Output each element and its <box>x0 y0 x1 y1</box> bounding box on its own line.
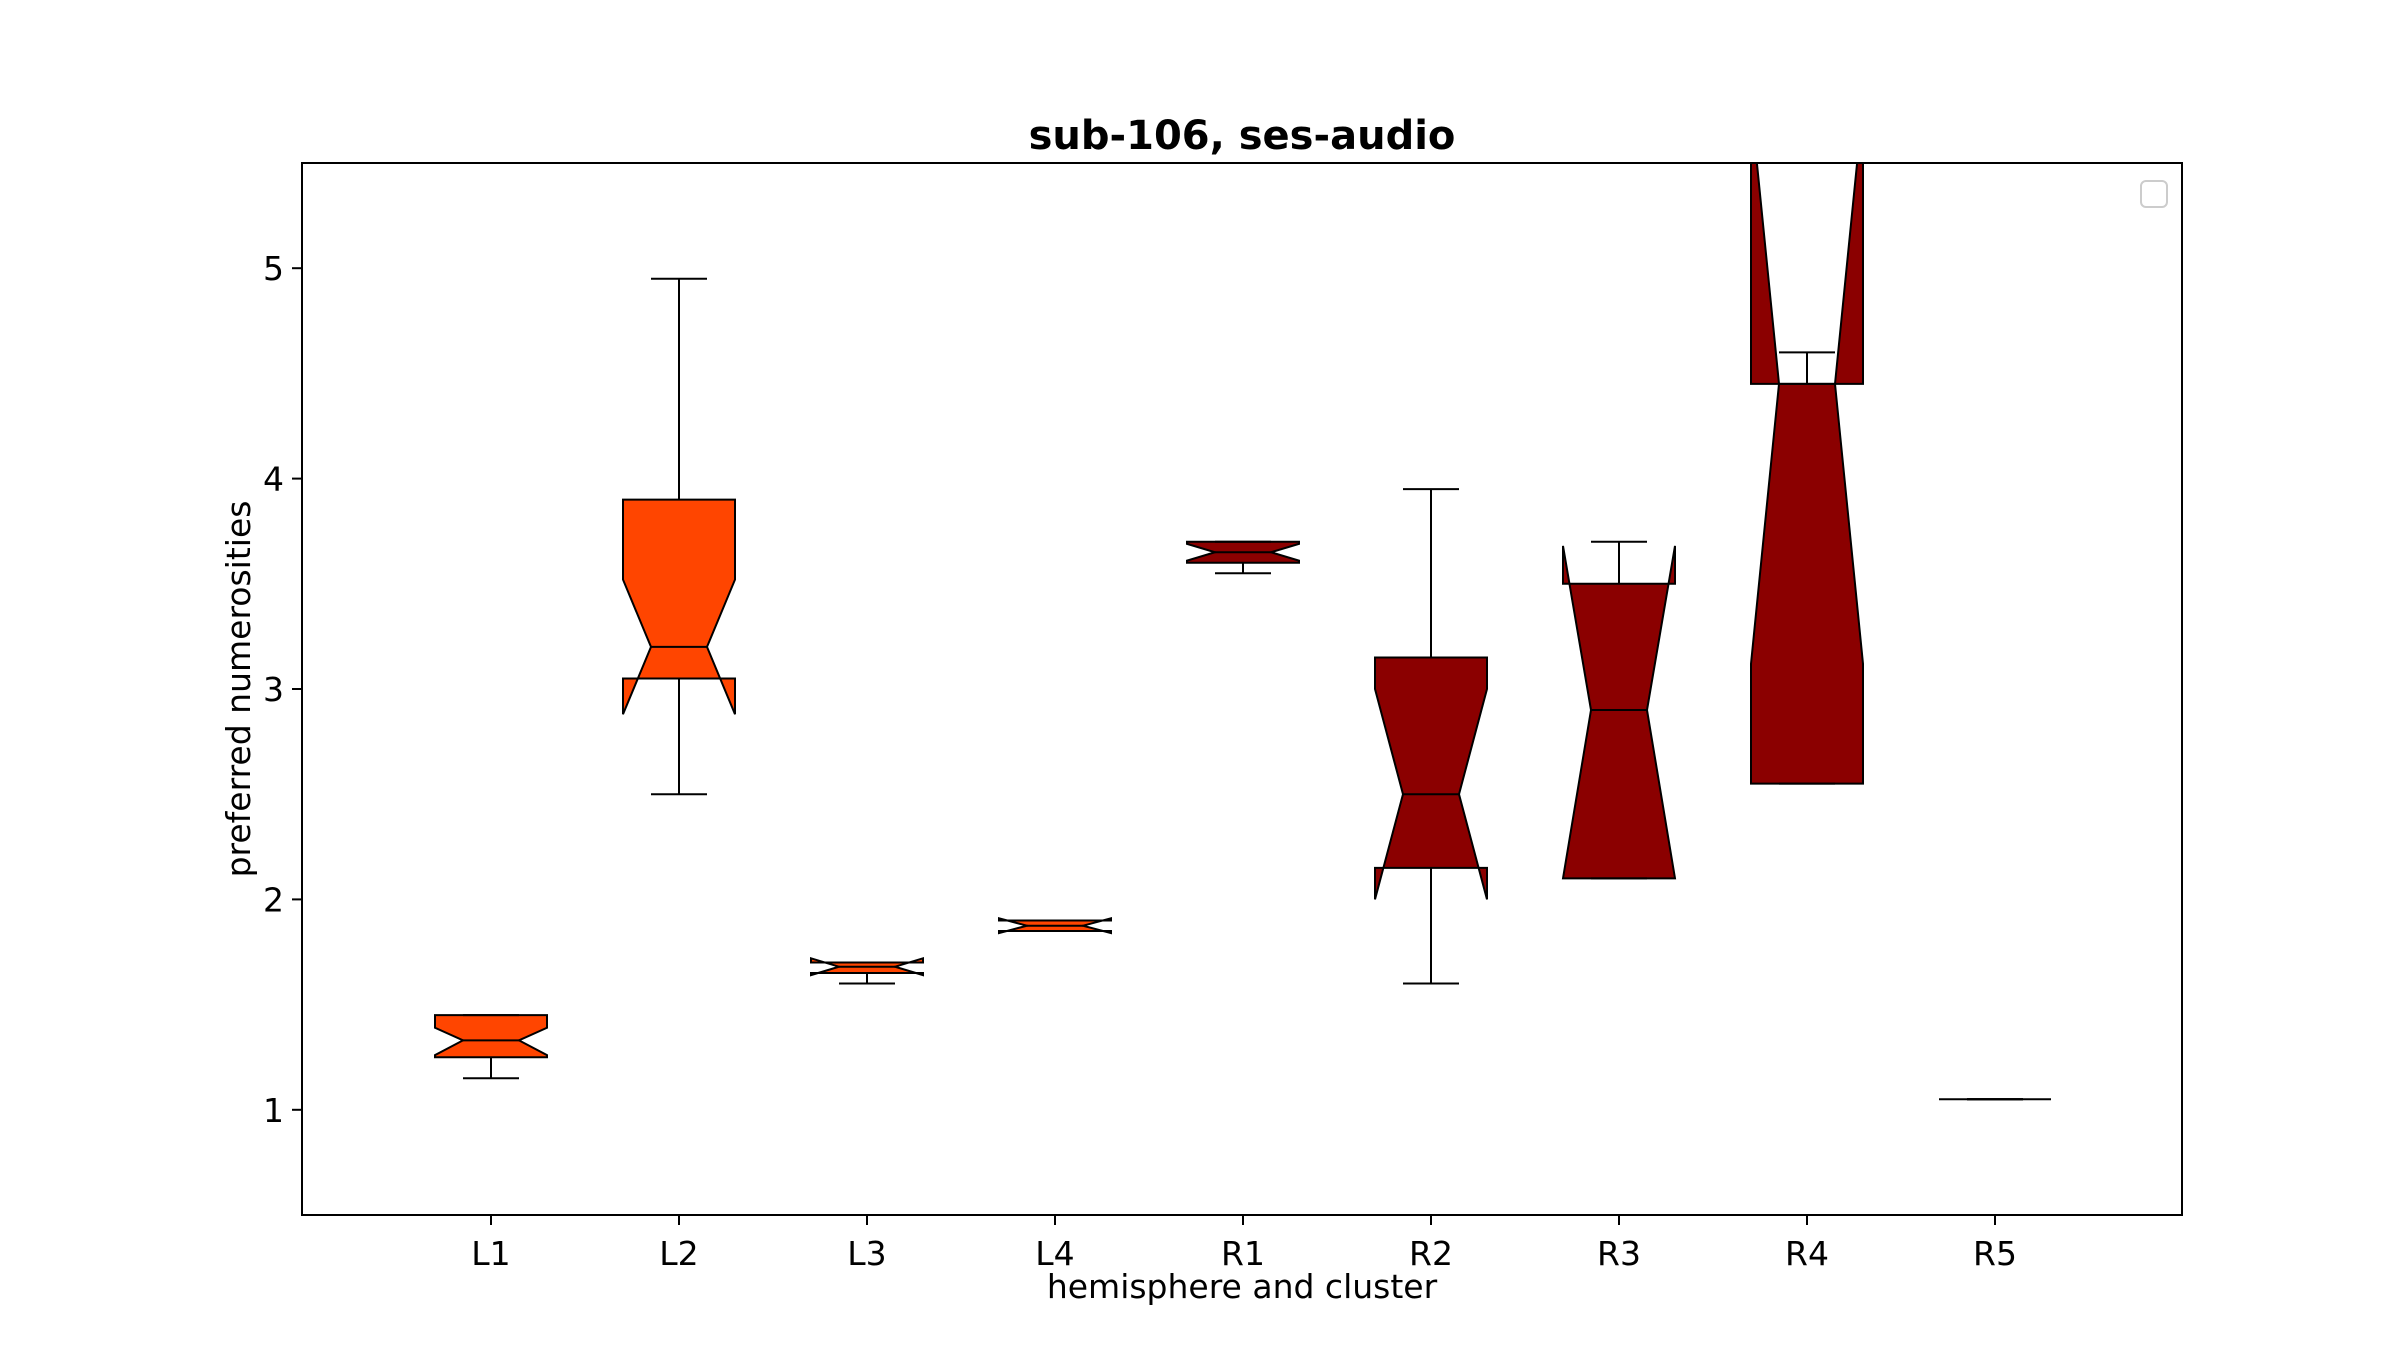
y-tick-label: 2 <box>263 880 284 919</box>
box-body <box>1750 163 1864 785</box>
y-axis-label: preferred numerosities <box>219 501 258 878</box>
x-tick-label-r3: R3 <box>1597 1234 1641 1273</box>
box-l3 <box>810 956 924 985</box>
x-tick-label-l2: L2 <box>659 1234 698 1273</box>
box-r3 <box>1561 540 1677 880</box>
plot-frame <box>301 162 2183 1216</box>
x-axis: L1 L2 L3 L4 R1 R2 R3 R4 R5 <box>471 1215 2017 1273</box>
box-r4 <box>1750 163 1864 785</box>
box-l1 <box>434 1014 548 1080</box>
box-body <box>434 1014 548 1059</box>
y-tick-label: 3 <box>263 670 284 709</box>
x-tick-label-r2: R2 <box>1409 1234 1453 1273</box>
chart-title: sub-106, ses-audio <box>1029 113 1456 159</box>
y-tick-label: 1 <box>263 1091 284 1130</box>
box-body <box>1561 545 1677 880</box>
y-tick-label: 5 <box>263 249 284 288</box>
legend-box <box>2140 180 2168 208</box>
y-axis: 1 2 3 4 5 <box>263 249 302 1130</box>
x-tick-label-r5: R5 <box>1973 1234 2017 1273</box>
box-l2 <box>622 277 736 796</box>
box-l4 <box>998 917 1112 935</box>
x-tick-label-r1: R1 <box>1221 1234 1265 1273</box>
boxes-layer <box>434 163 2051 1101</box>
x-tick-label-l4: L4 <box>1035 1234 1074 1273</box>
x-tick-label-l1: L1 <box>471 1234 510 1273</box>
box-r1 <box>1186 540 1300 575</box>
x-axis-label: hemisphere and cluster <box>1047 1267 1438 1306</box>
x-tick-label-l3: L3 <box>847 1234 886 1273</box>
box-r2 <box>1374 488 1488 985</box>
box-body <box>622 498 736 715</box>
x-tick-label-r4: R4 <box>1785 1234 1829 1273</box>
y-tick-label: 4 <box>263 460 284 499</box>
box-body <box>1374 656 1488 900</box>
